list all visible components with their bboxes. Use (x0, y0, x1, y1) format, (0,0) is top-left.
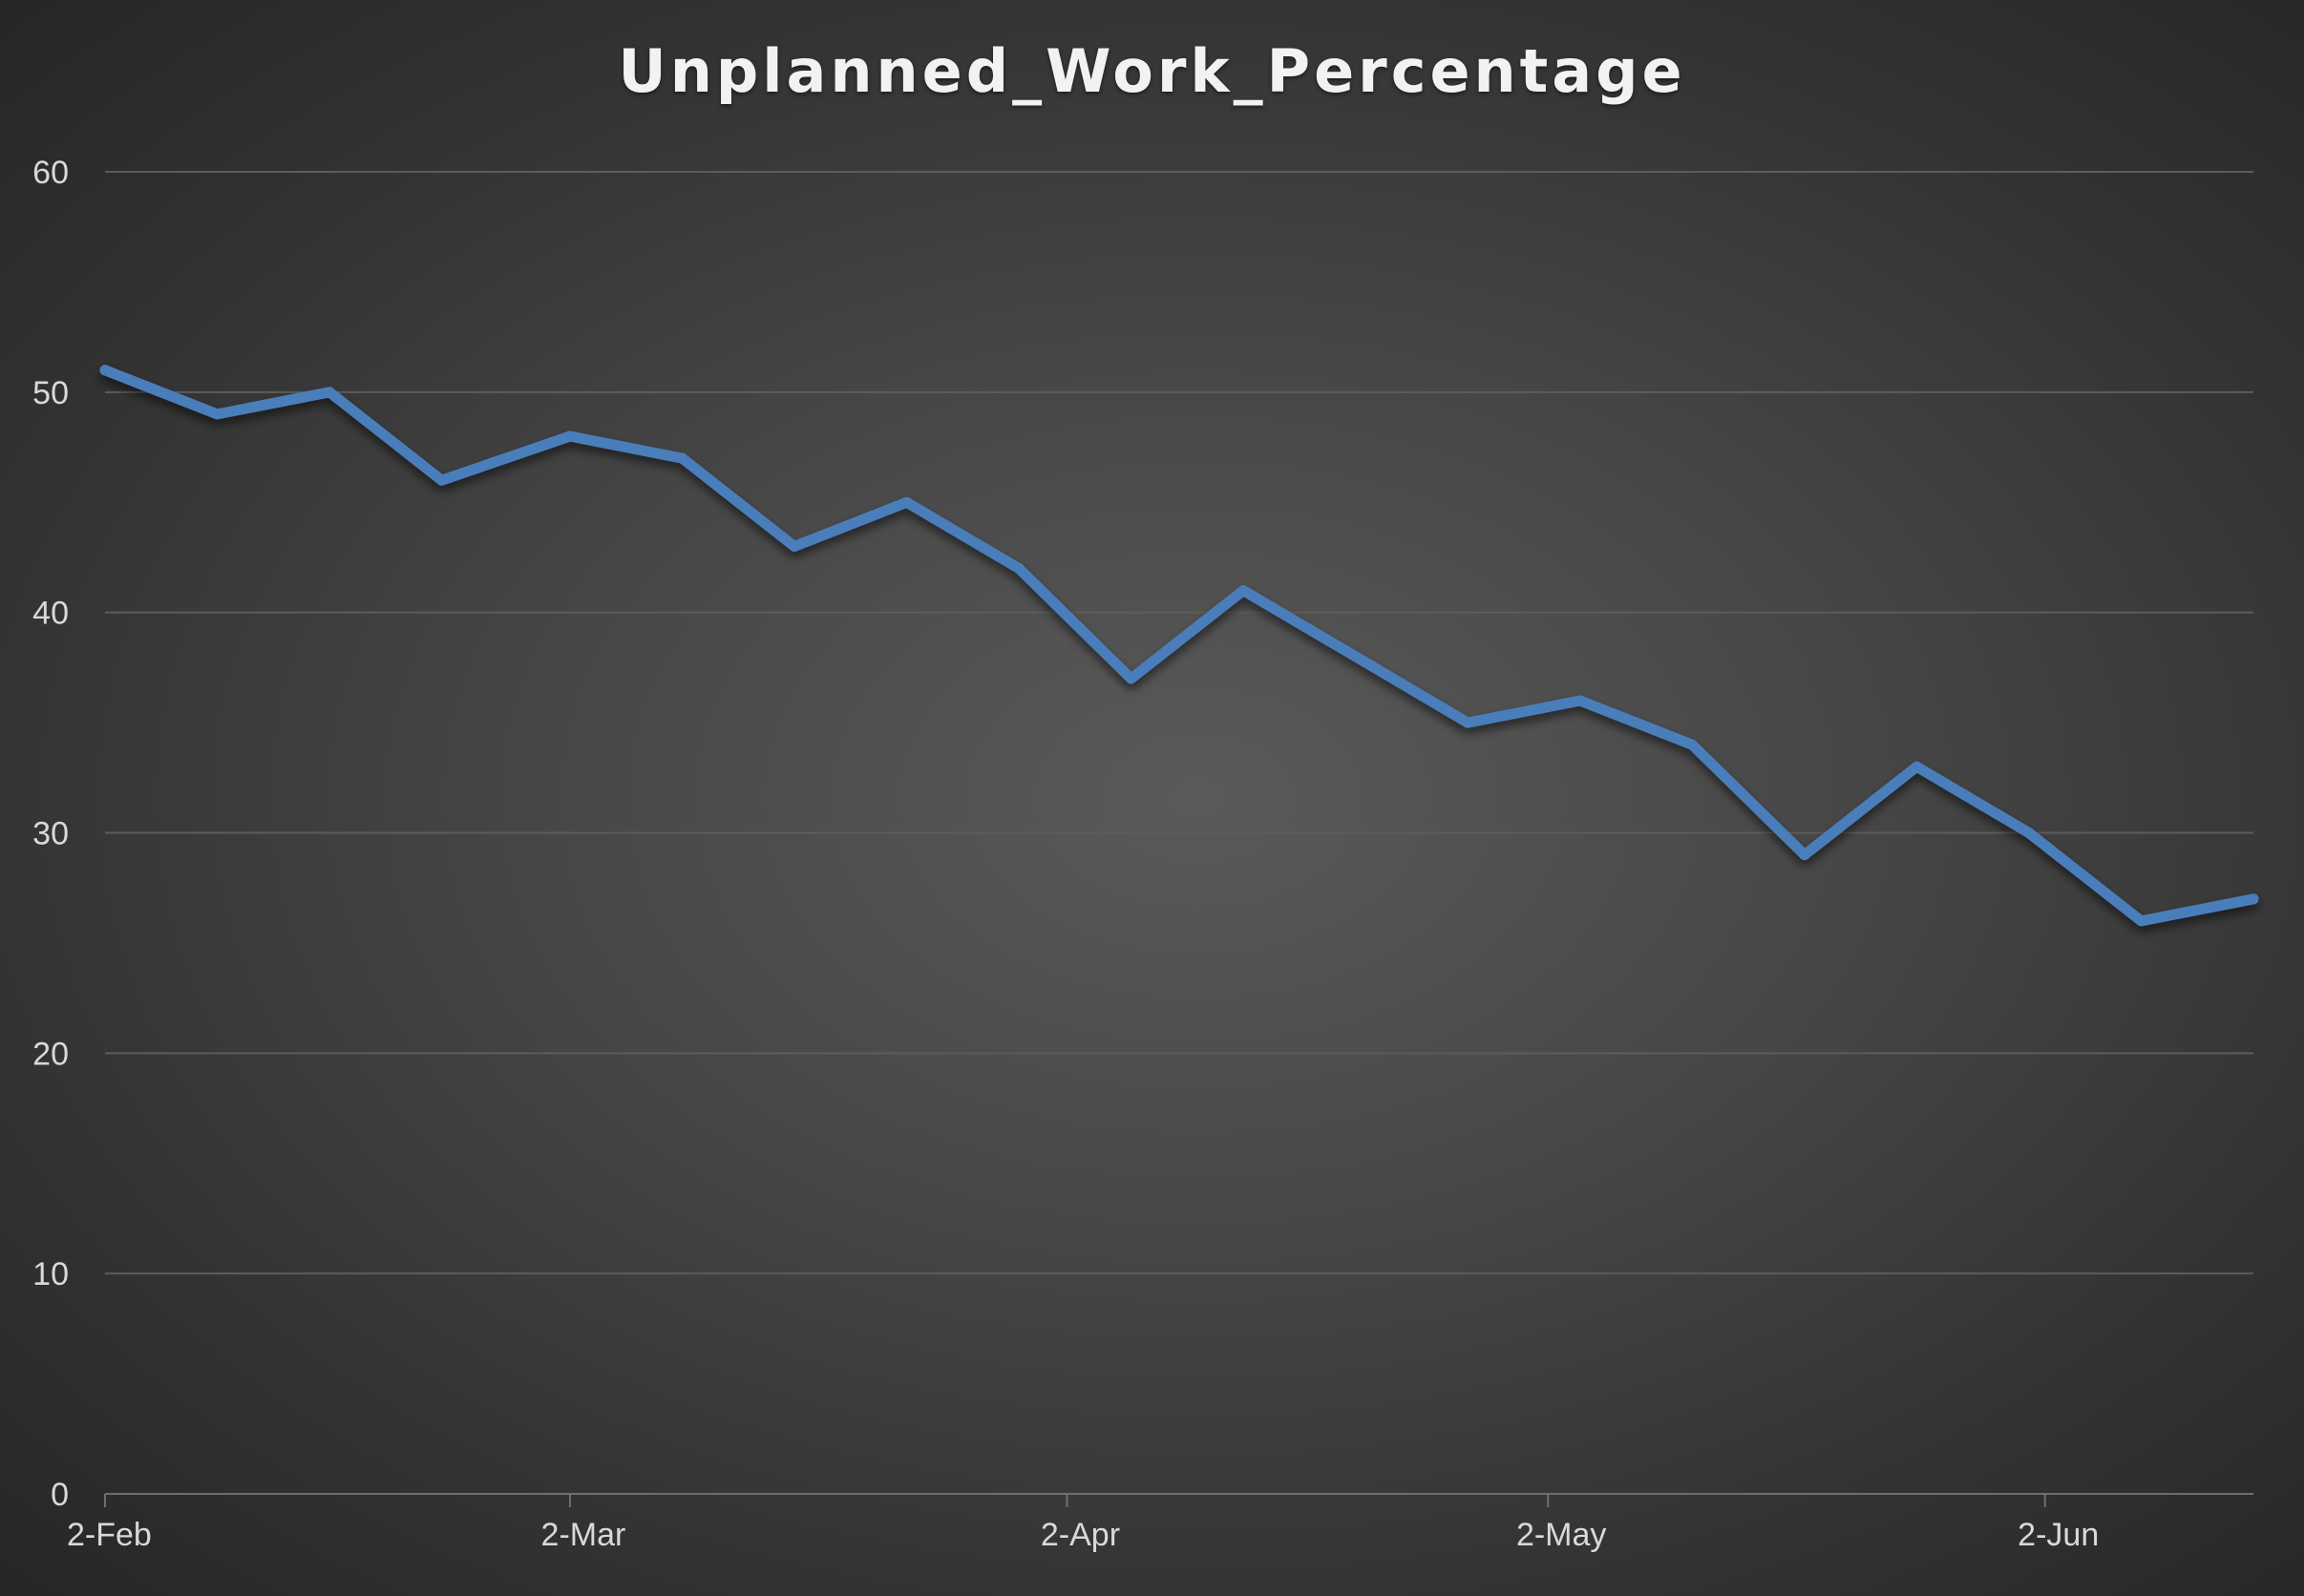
data-point-3 (436, 474, 448, 486)
data-point-2 (324, 387, 335, 398)
y-tick-label-60: 60 (32, 155, 69, 191)
data-point-13 (1575, 695, 1586, 706)
data-point-14 (1686, 739, 1698, 750)
data-point-9 (1126, 673, 1137, 684)
data-point-7 (901, 496, 913, 508)
data-point-11 (1350, 651, 1362, 662)
y-tick-label-10: 10 (32, 1256, 69, 1292)
data-point-17 (2023, 828, 2035, 838)
data-point-0 (99, 365, 111, 376)
data-point-5 (677, 452, 687, 464)
y-tick-label-30: 30 (32, 816, 69, 852)
data-point-19 (2248, 893, 2259, 905)
data-point-6 (789, 540, 800, 552)
x-tick-label-2: 2-Apr (1041, 1517, 1120, 1553)
x-axis (104, 1493, 2253, 1507)
data-point-8 (1013, 563, 1025, 574)
y-tick-label-50: 50 (32, 375, 69, 411)
y-axis: 0 10 20 30 40 50 60 (32, 155, 69, 1513)
x-tick-label-4: 2-Jun (2018, 1517, 2099, 1553)
data-point-16 (1911, 761, 1922, 772)
y-tick-label-20: 20 (32, 1036, 69, 1072)
data-point-15 (1799, 850, 1810, 861)
x-axis-labels: 2-Feb 2-Mar 2-Apr 2-May 2-Jun (67, 1517, 2099, 1553)
series-line-0 (99, 365, 2259, 927)
y-tick-label-40: 40 (32, 596, 69, 632)
x-tick-label-1: 2-Mar (541, 1517, 626, 1553)
series-layer (99, 365, 2259, 927)
chart-title: Unplanned_Work_Percentage (618, 36, 1686, 106)
gridlines (105, 171, 2253, 1275)
data-point-18 (2136, 915, 2146, 927)
data-point-4 (564, 430, 576, 442)
y-tick-label-0: 0 (51, 1477, 69, 1513)
x-tick-label-0: 2-Feb (67, 1517, 152, 1553)
data-point-10 (1237, 585, 1249, 597)
x-tick-label-3: 2-May (1516, 1517, 1606, 1553)
data-point-12 (1462, 717, 1473, 728)
data-point-1 (212, 409, 222, 420)
